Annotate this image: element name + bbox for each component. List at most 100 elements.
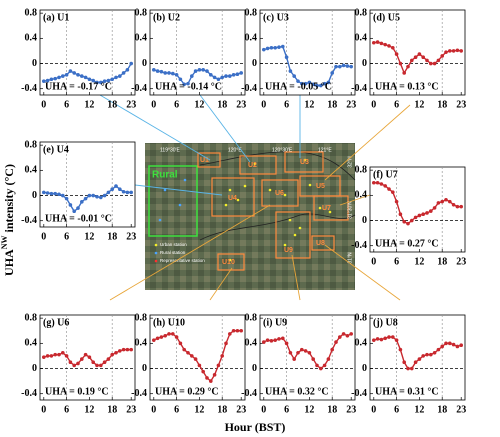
x-tick-label: 6 (64, 99, 69, 110)
x-tick-label: 18 (327, 99, 337, 110)
point (429, 209, 433, 213)
point (61, 74, 65, 78)
point (315, 83, 319, 88)
y-tick-label: 0 (362, 215, 367, 226)
point (61, 193, 65, 198)
panel-title: (e) U4 (43, 144, 69, 155)
point (57, 192, 61, 197)
x-tick-label: 0 (41, 99, 46, 110)
plot-frame (39, 314, 136, 401)
point (220, 75, 224, 80)
y-tick-label: 0.4 (135, 33, 148, 44)
point (231, 73, 236, 77)
x-tick-label: 18 (107, 404, 117, 415)
x-tick-label: 18 (217, 99, 227, 110)
y-tick-label: -0.4 (21, 388, 37, 399)
point (152, 338, 156, 342)
point (326, 80, 331, 85)
point (296, 350, 300, 355)
point (334, 340, 338, 344)
point (102, 360, 107, 365)
x-tick-label: 23 (236, 99, 246, 110)
y-tick-label: 0 (252, 363, 257, 374)
map-legend: Urban station (160, 242, 187, 247)
point (106, 190, 111, 195)
x-tick-label: 18 (437, 256, 447, 267)
point (425, 352, 429, 357)
point (91, 360, 95, 365)
plot-frame (259, 9, 356, 96)
point (125, 68, 130, 72)
y-tick-label: -0.4 (351, 388, 367, 399)
point (402, 219, 407, 224)
point (239, 71, 243, 75)
point (64, 196, 69, 201)
point (436, 58, 441, 63)
point (262, 47, 266, 52)
map-legend: Representative station (160, 258, 205, 263)
point (413, 215, 418, 220)
point (64, 73, 69, 77)
point (273, 338, 278, 342)
y-axis-label: UHANW intensity (°C) (0, 164, 16, 276)
y-tick-label: 0 (142, 363, 147, 374)
point (68, 203, 73, 207)
y-tick-label: 0.8 (135, 312, 148, 323)
plot-frame (39, 9, 136, 96)
point (155, 336, 160, 341)
x-tick-label: 18 (437, 99, 447, 110)
point (182, 347, 186, 352)
point (448, 49, 452, 53)
panel: -0.4 0 0.4 0.8 0 6 12 18 23 (f) U7 UHA = 0.27 °C (351, 164, 466, 267)
point (413, 55, 418, 60)
point (190, 354, 194, 358)
point (311, 82, 316, 87)
x-tick-label: 18 (437, 404, 447, 415)
x-tick-label: 0 (371, 99, 376, 110)
legend-dot (154, 259, 158, 263)
point (216, 77, 221, 82)
point (106, 357, 111, 361)
y-tick-label: 0 (32, 363, 37, 374)
y-tick-label: -0.4 (21, 83, 37, 94)
point (201, 68, 205, 72)
x-tick-label: 12 (414, 256, 424, 267)
point (102, 193, 107, 198)
point (91, 78, 95, 83)
point (125, 347, 130, 352)
x-tick-label: 12 (414, 404, 424, 415)
point (53, 76, 57, 81)
urban-label: U3 (300, 159, 309, 166)
y-tick-label: 0 (32, 190, 37, 201)
point (281, 336, 285, 341)
y-tick-label: 0.4 (355, 338, 368, 349)
point (440, 344, 445, 349)
point (387, 44, 391, 48)
x-tick-label: 0 (41, 231, 46, 242)
point (345, 64, 350, 68)
point (224, 341, 228, 346)
point (432, 61, 437, 66)
point (444, 341, 448, 346)
y-tick-label: 0.4 (245, 33, 258, 44)
point (125, 190, 130, 195)
point (281, 44, 285, 49)
point (410, 218, 414, 223)
point (292, 357, 297, 361)
point (159, 335, 164, 339)
panel-title: (j) U8 (373, 317, 398, 328)
point (228, 332, 232, 336)
point (80, 74, 84, 78)
plot-frame (149, 9, 246, 96)
point (197, 68, 202, 72)
point (436, 201, 441, 205)
point (212, 75, 217, 80)
point (76, 73, 80, 77)
point (235, 328, 240, 333)
lon-label: 120°E (228, 147, 242, 153)
y-tick-label: 0.8 (25, 312, 38, 323)
y-tick-label: -0.4 (241, 83, 257, 94)
panel: -0.4 0 0.4 0.8 0 6 12 18 23 (i) U9 UHA = 0.32 °C (241, 312, 356, 415)
point (45, 191, 50, 195)
